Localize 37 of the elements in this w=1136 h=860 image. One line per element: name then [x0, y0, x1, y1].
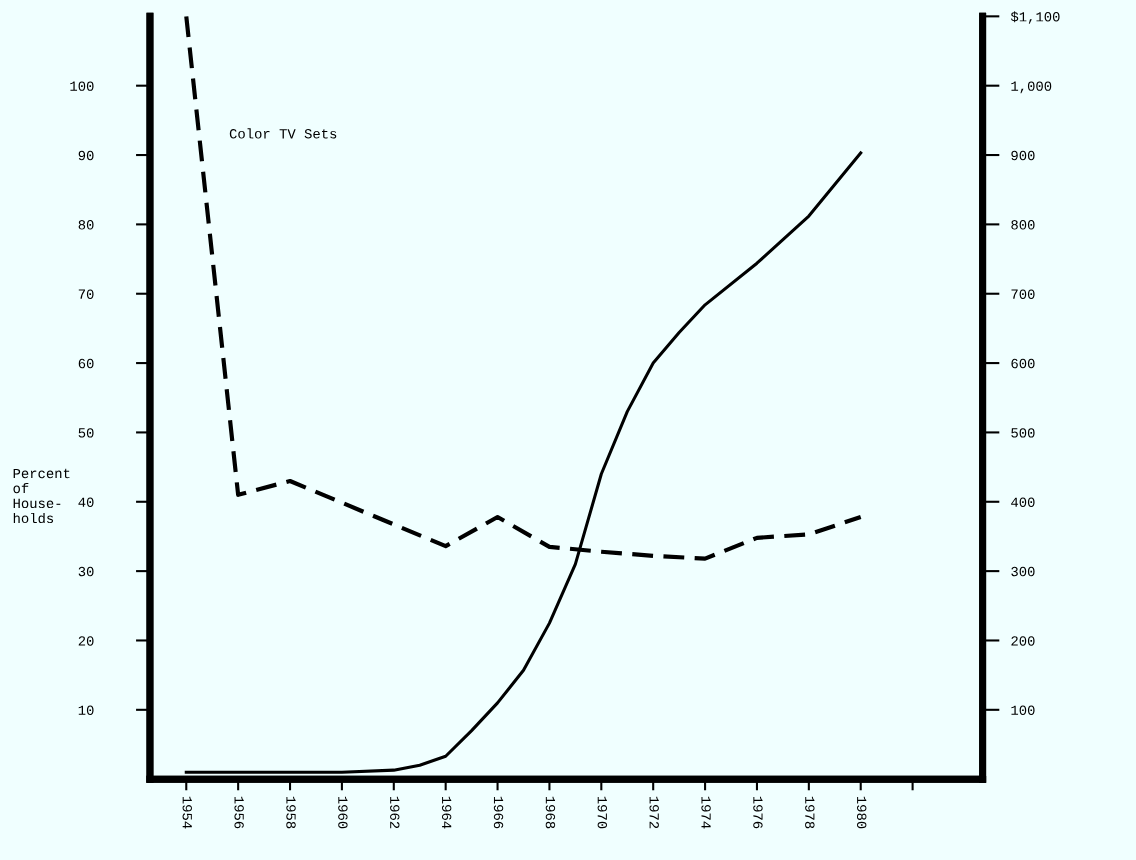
y2-tick-label: 700	[1011, 289, 1035, 299]
y-tick-label: 90	[78, 150, 94, 161]
x-tick-label: 1970	[597, 796, 608, 829]
x-tick-label: 1960	[338, 796, 348, 829]
x-tick-label: 1968	[545, 796, 556, 829]
x-tick-label: 1954	[182, 796, 192, 829]
y-axis-title: Percent of House- holds	[13, 468, 70, 524]
annotation: Color TV Sets	[229, 128, 337, 139]
y2-tick-label: 300	[1011, 566, 1035, 577]
x-tick-label: 1956	[234, 796, 244, 829]
y-tick-label: 60	[78, 358, 94, 369]
y-tick-label: 30	[78, 566, 94, 577]
y2-tick-label: 800	[1011, 220, 1035, 230]
x-tick-label: 1974	[701, 796, 711, 829]
y-tick-label: 40	[78, 497, 94, 507]
y2-tick-label: 200	[1011, 636, 1035, 646]
x-tick-label: 1958	[286, 796, 296, 829]
x-tick-label: 1962	[390, 796, 400, 829]
y2-tick-label: 400	[1011, 497, 1035, 507]
y-tick-label: 20	[78, 636, 94, 646]
y-tick-label: 70	[78, 289, 94, 299]
x-tick-label: 1976	[753, 796, 763, 829]
y-tick-label: 80	[78, 220, 94, 230]
y-tick-label: 100	[70, 81, 94, 91]
y2-tick-label: 100	[1011, 705, 1035, 715]
y2-tick-label: 1,000	[1011, 81, 1052, 94]
y-tick-label: 50	[78, 428, 94, 438]
y2-tick-label: 600	[1011, 358, 1035, 369]
x-tick-label: 1972	[649, 796, 659, 829]
x-tick-label: 1966	[493, 796, 504, 829]
x-tick-label: 1978	[805, 796, 815, 829]
y2-tick-label: 500	[1011, 428, 1035, 438]
y-tick-label: 10	[78, 705, 94, 715]
x-tick-label: 1964	[441, 796, 452, 829]
y2-tick-label: 900	[1011, 150, 1035, 161]
x-tick-label: 1980	[856, 796, 867, 829]
y2-tick-label: $1,100	[1010, 11, 1060, 24]
